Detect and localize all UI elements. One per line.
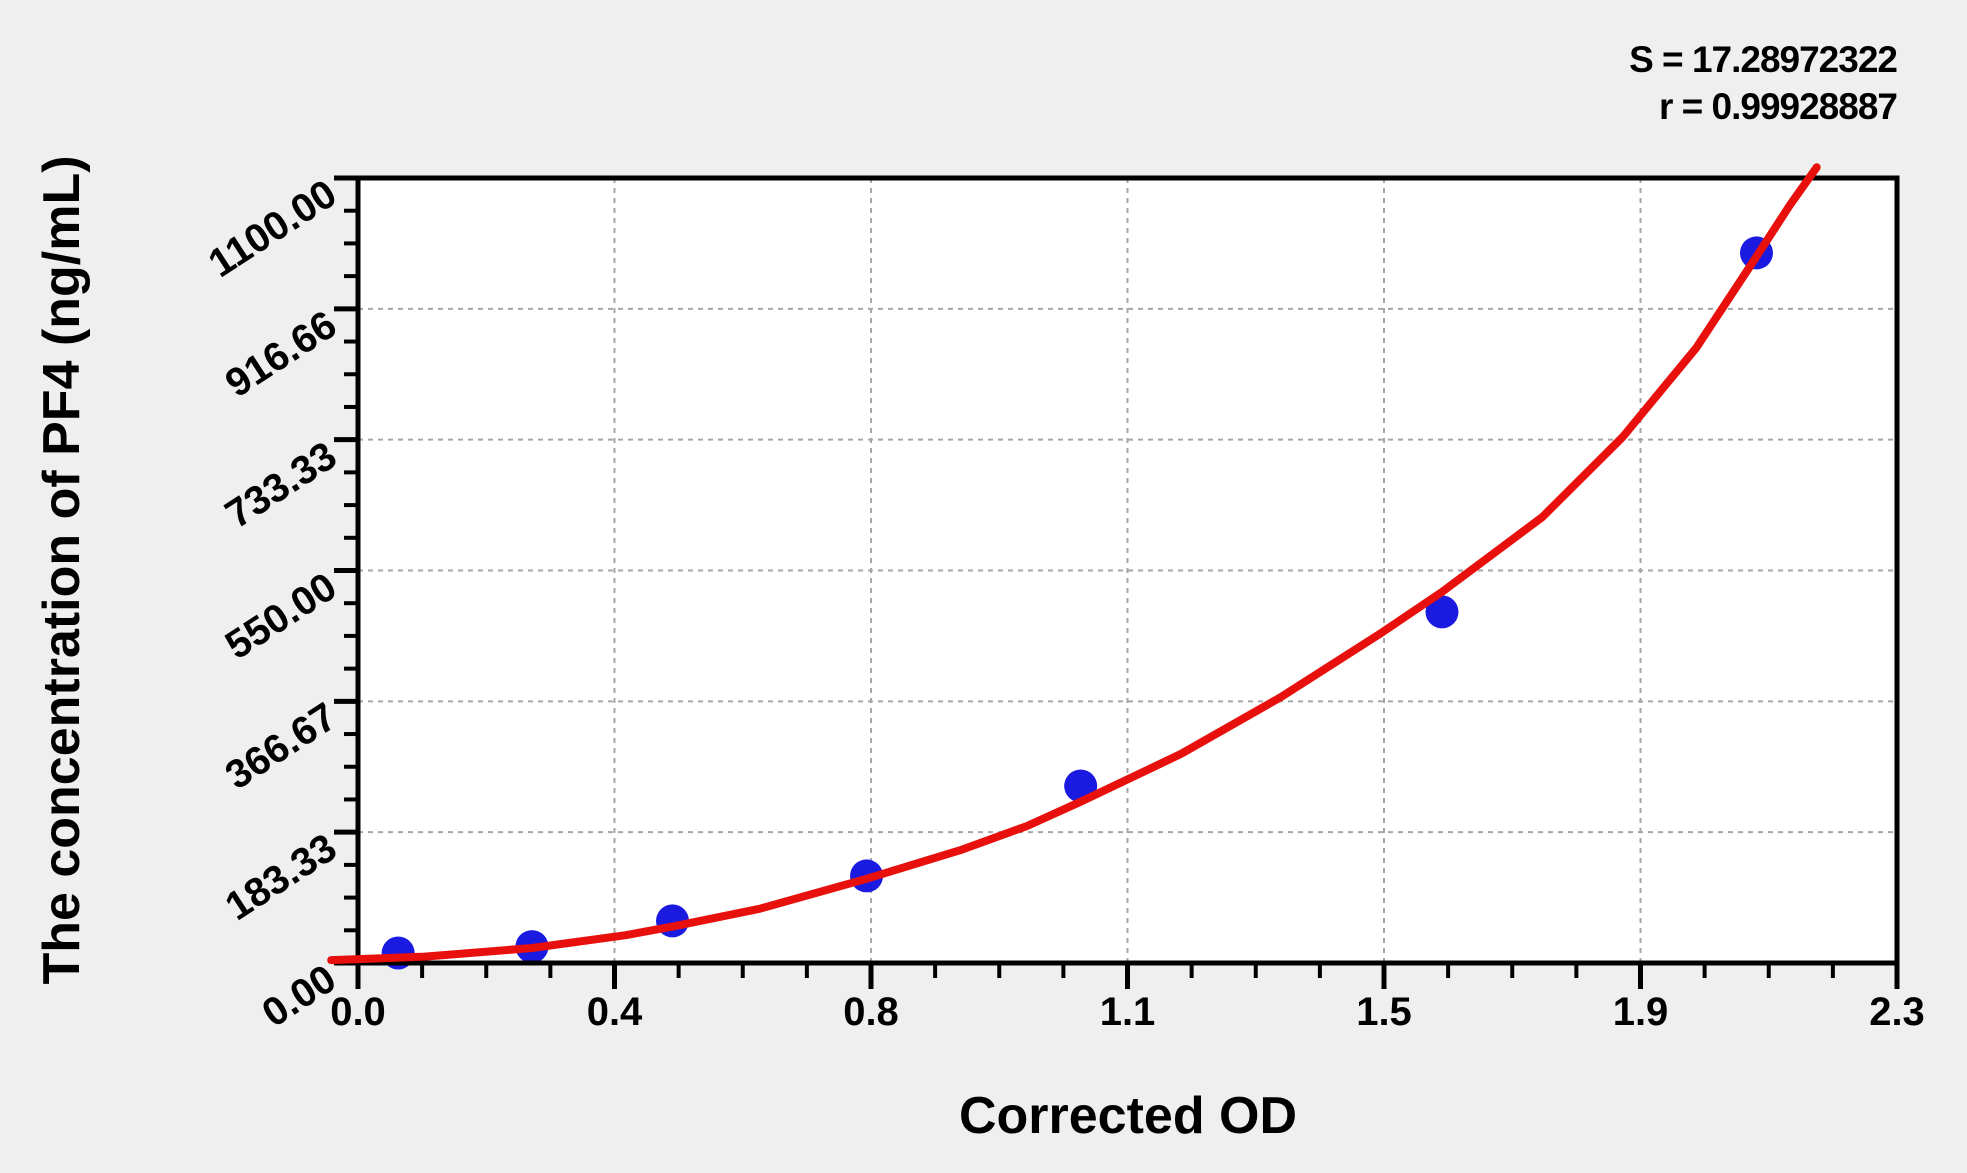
x-tick-label: 0.8 <box>843 990 899 1034</box>
fit-r-value: r = 0.99928887 <box>1658 86 1898 127</box>
fit-s-value: S = 17.28972322 <box>1629 39 1898 80</box>
x-axis-title: Corrected OD <box>958 1087 1298 1145</box>
fit-stats: S = 17.28972322 r = 0.99928887 <box>1629 36 1898 130</box>
fit-curve <box>327 163 1821 965</box>
x-tick-label: 2.3 <box>1869 990 1925 1034</box>
x-tick-label: 1.1 <box>1099 990 1156 1034</box>
x-tick-label: 1.5 <box>1356 990 1412 1034</box>
x-tick-label: 1.9 <box>1612 990 1669 1034</box>
data-point <box>1425 595 1459 629</box>
x-tick-label: 0.4 <box>586 990 643 1034</box>
x-tick-label: 0.0 <box>330 990 386 1034</box>
